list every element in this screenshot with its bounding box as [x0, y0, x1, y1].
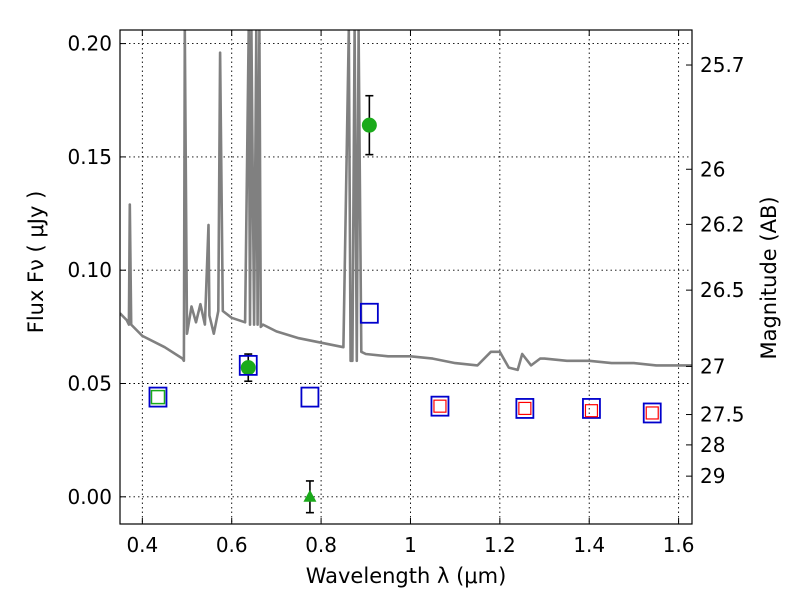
ticks: 0.4 0.6 0.8 1 1.2 1.4 1.6 0.00 0.05 0.10 0.15 0.20 2…	[67, 30, 745, 557]
y-axis-label: Flux Fν ( μJy )	[24, 191, 48, 334]
x-tick-label: 0.8	[305, 533, 337, 557]
observed-point	[240, 360, 256, 376]
observed-upper-limit	[303, 489, 317, 502]
model-photometry-square	[238, 354, 258, 376]
x-tick-label: 0.4	[126, 533, 158, 557]
x-tick-label: 1.6	[663, 533, 695, 557]
y-tick-label: 0.10	[67, 258, 112, 282]
model-sed-line	[120, 30, 692, 372]
model-photometry-square	[300, 386, 320, 408]
observed-square	[150, 389, 166, 405]
y2-tick-label: 25.7	[700, 53, 745, 77]
red-square	[584, 404, 599, 418]
y2-tick-label: 27.5	[700, 403, 745, 427]
y2-tick-label: 27	[700, 354, 725, 378]
y-tick-label: 0.00	[67, 485, 112, 509]
x-tick-label: 0.6	[216, 533, 248, 557]
y2-tick-label: 28	[700, 433, 725, 457]
model-photometry-square	[148, 386, 168, 408]
observed-point	[361, 117, 377, 133]
y2-tick-label: 26	[700, 157, 725, 181]
points-layer	[148, 94, 662, 514]
data-layer	[120, 30, 692, 372]
model-photometry-square	[515, 398, 535, 419]
y-tick-label: 0.15	[67, 145, 112, 169]
x-axis-label: Wavelength λ (μm)	[306, 564, 507, 588]
grid	[120, 30, 692, 524]
model-photometry-square	[359, 302, 379, 324]
y2-tick-label: 26.2	[700, 212, 745, 236]
y2-axis-label: Magnitude (AB)	[757, 196, 781, 359]
x-tick-label: 1.2	[484, 533, 516, 557]
red-square	[518, 401, 532, 416]
x-tick-label: 1	[404, 533, 417, 557]
plot-frame	[119, 29, 693, 525]
x-tick-label: 1.4	[573, 533, 605, 557]
red-square	[645, 406, 659, 420]
model-photometry-square	[430, 395, 450, 417]
y2-tick-label: 29	[700, 464, 725, 488]
model-photometry-square	[582, 398, 601, 419]
model-photometry-square	[642, 402, 662, 424]
red-square	[433, 399, 447, 413]
y-tick-label: 0.05	[67, 372, 112, 396]
y2-tick-label: 26.5	[700, 278, 745, 302]
y-tick-label: 0.20	[67, 32, 112, 56]
